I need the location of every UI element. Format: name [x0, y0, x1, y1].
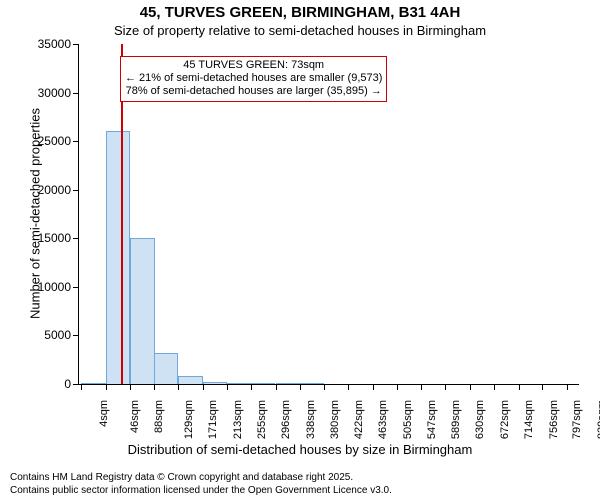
- chart-title-line2: Size of property relative to semi-detach…: [0, 23, 600, 38]
- x-tick-label: 505sqm: [402, 400, 414, 439]
- x-tick-label: 380sqm: [329, 400, 341, 439]
- x-tick-label: 129sqm: [183, 400, 195, 439]
- x-tick: [397, 384, 398, 390]
- x-tick: [348, 384, 349, 390]
- annotation-line3: 78% of semi-detached houses are larger (…: [125, 85, 382, 98]
- x-tick-label: 630sqm: [474, 400, 486, 439]
- x-tick-label: 171sqm: [208, 400, 220, 439]
- x-tick: [203, 384, 204, 390]
- annotation-line2: ← 21% of semi-detached houses are smalle…: [125, 72, 382, 85]
- x-tick-label: 88sqm: [153, 400, 165, 433]
- x-tick-label: 255sqm: [256, 400, 268, 439]
- y-tick-label: 20000: [38, 183, 71, 197]
- chart-title-line1: 45, TURVES GREEN, BIRMINGHAM, B31 4AH: [0, 4, 600, 21]
- annotation-line1: 45 TURVES GREEN: 73sqm: [125, 59, 382, 72]
- x-tick-label: 797sqm: [572, 400, 584, 439]
- x-tick-label: 839sqm: [596, 400, 600, 439]
- y-tick-label: 0: [64, 377, 71, 391]
- y-tick: [73, 238, 79, 239]
- footer-line2: Contains public sector information licen…: [10, 485, 392, 496]
- histogram-bar: [106, 131, 130, 384]
- histogram-bar: [178, 376, 202, 384]
- x-tick: [373, 384, 374, 390]
- x-tick: [324, 384, 325, 390]
- x-tick: [106, 384, 107, 390]
- histogram-bar: [251, 383, 275, 384]
- x-tick-label: 4sqm: [98, 400, 110, 427]
- y-tick-label: 5000: [44, 328, 71, 342]
- x-tick: [567, 384, 568, 390]
- x-tick: [421, 384, 422, 390]
- y-tick-label: 35000: [38, 37, 71, 51]
- histogram-bar: [300, 383, 324, 384]
- x-tick: [130, 384, 131, 390]
- x-axis-label: Distribution of semi-detached houses by …: [0, 442, 600, 457]
- y-axis-label: Number of semi-detached properties: [28, 84, 43, 344]
- x-tick: [81, 384, 82, 390]
- x-tick-label: 338sqm: [305, 400, 317, 439]
- x-tick: [445, 384, 446, 390]
- chart-container: 45, TURVES GREEN, BIRMINGHAM, B31 4AH Si…: [0, 0, 600, 500]
- y-tick: [73, 141, 79, 142]
- y-tick-label: 30000: [38, 86, 71, 100]
- y-tick-label: 10000: [38, 280, 71, 294]
- x-tick: [178, 384, 179, 390]
- x-tick: [227, 384, 228, 390]
- histogram-bar: [130, 238, 154, 384]
- x-tick-label: 213sqm: [232, 400, 244, 439]
- y-tick: [73, 93, 79, 94]
- x-tick-label: 672sqm: [499, 400, 511, 439]
- histogram-bar: [227, 383, 251, 384]
- x-tick-label: 422sqm: [353, 400, 365, 439]
- x-tick: [276, 384, 277, 390]
- x-tick-label: 46sqm: [129, 400, 141, 433]
- y-tick: [73, 44, 79, 45]
- y-tick: [73, 384, 79, 385]
- x-tick: [300, 384, 301, 390]
- x-tick-label: 756sqm: [548, 400, 560, 439]
- y-tick-label: 25000: [38, 134, 71, 148]
- y-tick-label: 15000: [38, 231, 71, 245]
- histogram-bar: [203, 382, 227, 384]
- histogram-bar: [81, 383, 105, 384]
- x-tick: [154, 384, 155, 390]
- x-tick-label: 547sqm: [426, 400, 438, 439]
- x-tick: [470, 384, 471, 390]
- x-tick-label: 714sqm: [523, 400, 535, 439]
- histogram-bar: [154, 353, 178, 384]
- y-tick: [73, 190, 79, 191]
- histogram-bar: [276, 383, 300, 384]
- x-tick: [494, 384, 495, 390]
- x-tick-label: 589sqm: [451, 400, 463, 439]
- y-tick: [73, 335, 79, 336]
- y-tick: [73, 287, 79, 288]
- annotation-box: 45 TURVES GREEN: 73sqm ← 21% of semi-det…: [120, 56, 387, 102]
- x-tick-label: 296sqm: [280, 400, 292, 439]
- x-tick: [519, 384, 520, 390]
- x-tick: [542, 384, 543, 390]
- x-tick-label: 463sqm: [377, 400, 389, 439]
- x-tick: [251, 384, 252, 390]
- footer-line1: Contains HM Land Registry data © Crown c…: [10, 472, 353, 483]
